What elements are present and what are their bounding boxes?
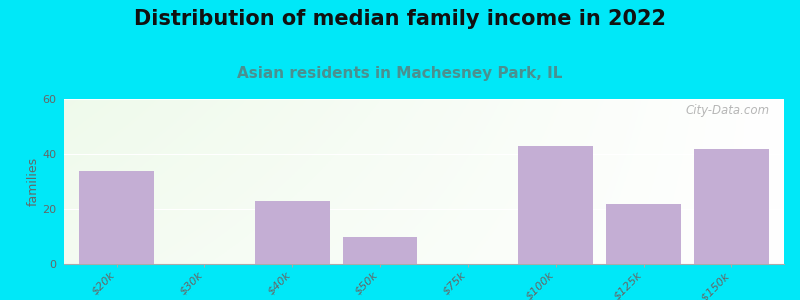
Y-axis label: families: families — [26, 157, 39, 206]
Bar — [694, 148, 769, 264]
Text: Asian residents in Machesney Park, IL: Asian residents in Machesney Park, IL — [238, 66, 562, 81]
Bar — [255, 201, 330, 264]
Bar — [518, 146, 593, 264]
Text: Distribution of median family income in 2022: Distribution of median family income in … — [134, 9, 666, 29]
Bar — [342, 236, 418, 264]
Text: City-Data.com: City-Data.com — [686, 104, 770, 117]
Bar — [606, 203, 681, 264]
Bar — [79, 170, 154, 264]
